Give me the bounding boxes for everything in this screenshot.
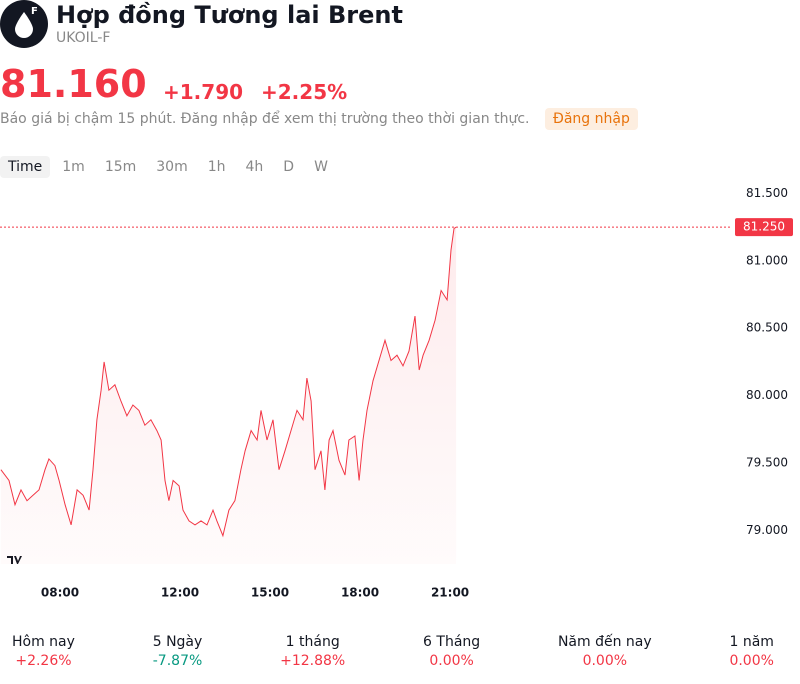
area-fill	[0, 227, 457, 564]
title: Hợp đồng Tương lai Brent	[56, 1, 403, 29]
chart: 79.000 79.500 80.000 80.500 81.000 81.500 08:0…	[0, 186, 793, 600]
y-tick-label: 80.500	[746, 321, 788, 335]
performance: Hôm nay +2.26% 5 Ngày -7.87% 1 tháng +12.88% 6…	[0, 634, 800, 669]
performance-value: 0.00%	[582, 653, 628, 669]
timeframe-button[interactable]: W	[314, 159, 328, 175]
timeframe-button[interactable]: 1m	[62, 159, 85, 175]
x-tick-label: 21:00	[431, 586, 469, 600]
performance-item: Năm đến nay 0.00%	[558, 634, 652, 669]
performance-value: +2.26%	[15, 653, 72, 669]
performance-label: Năm đến nay	[557, 634, 652, 650]
login-button[interactable]: Đăng nhập	[545, 108, 638, 130]
y-tick-label: 80.000	[746, 388, 788, 402]
performance-value: +12.88%	[280, 653, 346, 669]
timeframe-button[interactable]: 30m	[156, 159, 188, 175]
x-tick-label: 18:00	[341, 586, 379, 600]
performance-label: 5 Ngày	[152, 634, 203, 650]
y-tick-label: 79.000	[746, 523, 788, 537]
performance-item: 1 năm 0.00%	[729, 634, 773, 669]
timeframe-button[interactable]: 15m	[104, 159, 137, 175]
performance-value: -7.87%	[152, 653, 203, 669]
x-tick-label: 15:00	[251, 586, 289, 600]
timeframes: Time 1m 15m 30m 1h 4h D W	[0, 156, 336, 178]
price-line	[0, 226, 457, 538]
performance-item: 5 Ngày -7.87%	[153, 634, 203, 669]
timeframe-button[interactable]: Time	[0, 156, 51, 178]
x-tick-label: 12:00	[161, 586, 199, 600]
symbol-icon	[0, 0, 48, 48]
last-price-tag	[735, 218, 793, 237]
performance-item: 6 Tháng 0.00%	[423, 634, 480, 669]
change-percent: +2.25%	[261, 80, 348, 104]
performance-label: 1 tháng	[285, 634, 340, 650]
timeframe-button[interactable]: D	[283, 159, 295, 175]
performance-item: Hôm nay +2.26%	[12, 634, 75, 669]
delay-note: Báo giá bị chậm 15 phút. Đăng nhập để xe…	[0, 111, 530, 127]
change: +1.790	[163, 80, 244, 104]
performance-value: 0.00%	[729, 653, 774, 669]
performance-label: 1 năm	[729, 634, 774, 650]
performance-label: 6 Tháng	[423, 634, 481, 650]
symbol: UKOIL-F	[56, 30, 111, 46]
x-tick-label: 08:00	[41, 586, 79, 600]
y-tick-label: 81.000	[746, 253, 788, 267]
last-price-label: 81.250	[743, 220, 785, 234]
price: 81.160	[0, 62, 147, 106]
timeframe-button[interactable]: 4h	[245, 159, 264, 175]
timeframe-button[interactable]: 1h	[207, 159, 226, 175]
y-tick-label: 81.500	[746, 186, 788, 200]
y-tick-label: 79.500	[746, 455, 788, 469]
performance-label: Hôm nay	[12, 634, 75, 650]
icon-letter: F	[31, 6, 38, 17]
performance-value: 0.00%	[429, 653, 474, 669]
drop-icon	[15, 12, 33, 38]
performance-item: 1 tháng +12.88%	[280, 634, 345, 669]
